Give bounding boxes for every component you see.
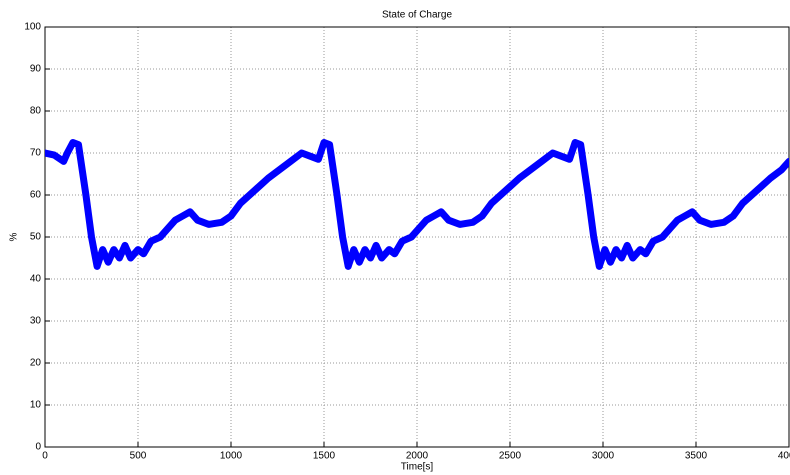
- data-line: [45, 139, 789, 270]
- x-tick-label: 500: [130, 451, 147, 462]
- x-tick-label: 0: [42, 451, 48, 462]
- y-tick-label: 30: [30, 316, 42, 327]
- y-tick-label: 10: [30, 400, 42, 411]
- x-tick-label: 1000: [220, 451, 243, 462]
- y-tick-label: 0: [35, 442, 41, 453]
- chart-title: State of Charge: [382, 10, 452, 21]
- plot-frame: [44, 26, 790, 448]
- x-tick-label: 2500: [499, 451, 522, 462]
- y-tick-label: 70: [30, 148, 42, 159]
- y-tick-label: 40: [30, 274, 42, 285]
- y-tick-label: 80: [30, 106, 42, 117]
- y-tick-label: 20: [30, 358, 42, 369]
- y-tick-label: 60: [30, 190, 42, 201]
- x-tick-label: 1500: [313, 451, 336, 462]
- x-axis-label: Time[s]: [401, 462, 434, 473]
- x-tick-label: 2000: [406, 451, 429, 462]
- x-tick-label: 3000: [592, 451, 615, 462]
- x-tick-label: 4000: [778, 451, 790, 462]
- y-tick-label: 90: [30, 64, 42, 75]
- y-tick-label: 100: [24, 22, 41, 33]
- y-tick-label: 50: [30, 232, 42, 243]
- y-axis-label: %: [9, 232, 20, 241]
- x-tick-label: 3500: [685, 451, 708, 462]
